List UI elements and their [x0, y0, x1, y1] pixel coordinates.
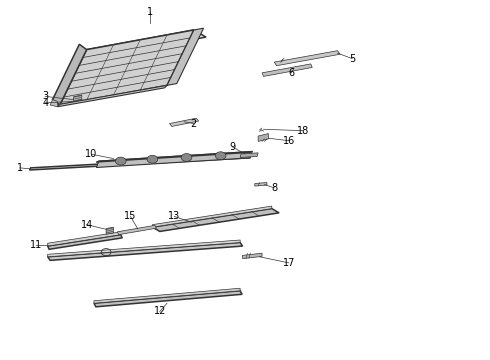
Circle shape — [116, 157, 126, 165]
Polygon shape — [94, 291, 242, 307]
Text: 6: 6 — [288, 68, 294, 78]
Text: 1: 1 — [147, 7, 153, 17]
Polygon shape — [167, 28, 203, 85]
Polygon shape — [106, 227, 114, 234]
Polygon shape — [48, 235, 122, 249]
Circle shape — [147, 156, 158, 163]
Text: 8: 8 — [271, 183, 277, 193]
Text: 2: 2 — [191, 118, 197, 129]
Text: 15: 15 — [124, 211, 137, 221]
Polygon shape — [97, 152, 252, 162]
Polygon shape — [170, 118, 199, 126]
Text: 10: 10 — [85, 149, 98, 159]
Polygon shape — [60, 30, 194, 105]
Polygon shape — [48, 232, 121, 246]
Polygon shape — [87, 30, 206, 57]
Polygon shape — [152, 208, 279, 231]
Polygon shape — [50, 100, 57, 107]
Polygon shape — [57, 85, 167, 107]
Polygon shape — [52, 44, 87, 105]
Text: 11: 11 — [30, 240, 43, 250]
Polygon shape — [274, 51, 340, 66]
Polygon shape — [240, 153, 258, 157]
Text: 14: 14 — [80, 220, 93, 230]
Polygon shape — [97, 152, 252, 167]
Text: 12: 12 — [153, 306, 166, 316]
Polygon shape — [262, 64, 312, 76]
Polygon shape — [258, 134, 269, 141]
Polygon shape — [117, 225, 156, 235]
Text: 3: 3 — [42, 91, 49, 102]
Text: 16: 16 — [283, 136, 295, 146]
Text: 13: 13 — [168, 211, 180, 221]
Polygon shape — [48, 243, 243, 260]
Polygon shape — [255, 183, 267, 186]
Text: 17: 17 — [283, 258, 295, 268]
Polygon shape — [30, 156, 251, 170]
Polygon shape — [74, 95, 82, 102]
Polygon shape — [94, 288, 240, 303]
Polygon shape — [152, 206, 272, 227]
Text: 18: 18 — [297, 126, 310, 136]
Circle shape — [215, 152, 226, 159]
Text: 1: 1 — [17, 163, 23, 173]
Text: 9: 9 — [230, 142, 236, 152]
Polygon shape — [243, 253, 262, 258]
Text: 4: 4 — [42, 98, 49, 108]
Circle shape — [181, 154, 192, 161]
Polygon shape — [48, 240, 240, 257]
Text: 5: 5 — [349, 54, 355, 64]
